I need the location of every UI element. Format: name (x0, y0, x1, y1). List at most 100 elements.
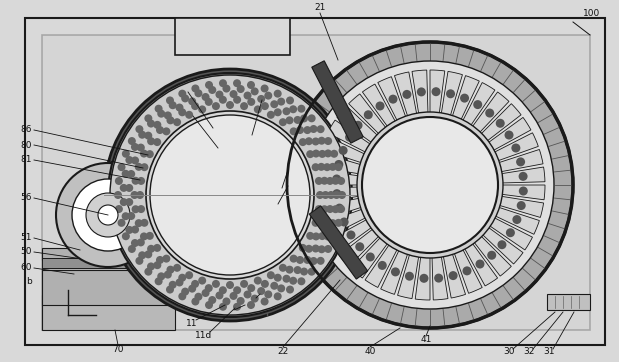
Circle shape (305, 137, 313, 145)
Circle shape (364, 110, 373, 119)
Circle shape (321, 191, 329, 199)
Circle shape (144, 268, 152, 276)
Circle shape (131, 239, 139, 247)
Circle shape (293, 116, 301, 124)
Wedge shape (490, 218, 532, 250)
Circle shape (310, 257, 318, 265)
Circle shape (240, 102, 248, 110)
Circle shape (498, 240, 506, 249)
Circle shape (324, 245, 332, 253)
Text: 22: 22 (277, 348, 288, 357)
Bar (152, 120, 168, 248)
Circle shape (222, 85, 230, 93)
Circle shape (240, 280, 248, 288)
Circle shape (285, 266, 293, 274)
Circle shape (222, 298, 230, 306)
Circle shape (167, 266, 175, 274)
Circle shape (274, 292, 282, 300)
Bar (42, 248, 275, 260)
Wedge shape (351, 237, 387, 278)
Circle shape (131, 156, 139, 164)
Circle shape (332, 189, 342, 198)
Circle shape (338, 191, 346, 199)
Polygon shape (310, 206, 368, 279)
Bar (547, 294, 590, 310)
Circle shape (156, 256, 164, 264)
Circle shape (282, 107, 290, 115)
Wedge shape (498, 150, 543, 172)
Circle shape (334, 160, 344, 169)
Circle shape (164, 270, 172, 279)
Circle shape (337, 177, 345, 185)
Circle shape (150, 115, 310, 275)
Circle shape (318, 137, 326, 145)
Circle shape (264, 92, 272, 100)
Circle shape (122, 212, 129, 220)
Circle shape (202, 93, 210, 101)
Circle shape (132, 177, 139, 185)
Circle shape (131, 191, 139, 199)
Wedge shape (322, 209, 366, 237)
Circle shape (178, 292, 186, 300)
Circle shape (212, 102, 220, 110)
Circle shape (347, 231, 355, 240)
Circle shape (128, 245, 136, 253)
Wedge shape (481, 104, 521, 141)
Circle shape (316, 125, 324, 133)
Wedge shape (397, 254, 418, 299)
Circle shape (140, 150, 148, 157)
Circle shape (114, 191, 122, 199)
Circle shape (296, 126, 304, 134)
Circle shape (254, 105, 262, 113)
Circle shape (261, 84, 269, 92)
Circle shape (137, 144, 145, 152)
Circle shape (226, 281, 234, 289)
Text: 41: 41 (420, 336, 431, 345)
Circle shape (157, 110, 165, 118)
Circle shape (345, 133, 354, 142)
Circle shape (306, 150, 314, 158)
Text: 81: 81 (20, 156, 32, 164)
Circle shape (366, 252, 374, 261)
Wedge shape (430, 70, 445, 114)
Circle shape (147, 262, 155, 270)
Circle shape (378, 261, 387, 270)
Circle shape (173, 118, 181, 126)
Circle shape (286, 286, 294, 294)
Circle shape (147, 119, 155, 127)
Text: 30: 30 (503, 348, 515, 357)
Circle shape (144, 114, 152, 122)
Wedge shape (321, 136, 365, 163)
Bar (42, 268, 275, 278)
Circle shape (264, 290, 272, 298)
Circle shape (128, 170, 135, 178)
Circle shape (154, 261, 162, 269)
Wedge shape (482, 227, 523, 264)
Circle shape (138, 131, 146, 139)
Circle shape (205, 81, 213, 89)
Circle shape (205, 301, 213, 309)
Circle shape (236, 297, 245, 305)
Circle shape (329, 163, 337, 171)
Circle shape (72, 179, 144, 251)
Circle shape (135, 163, 143, 171)
Wedge shape (394, 72, 417, 117)
Circle shape (146, 150, 154, 158)
Circle shape (306, 61, 554, 309)
Circle shape (318, 245, 326, 253)
Circle shape (178, 274, 186, 282)
Circle shape (355, 242, 364, 251)
Wedge shape (454, 249, 482, 293)
Wedge shape (474, 236, 511, 276)
Text: Y: Y (59, 292, 64, 302)
Circle shape (219, 96, 227, 104)
Circle shape (487, 251, 496, 260)
Circle shape (208, 296, 216, 304)
Wedge shape (499, 196, 543, 218)
Circle shape (513, 215, 521, 224)
Wedge shape (432, 256, 448, 300)
Text: 56: 56 (20, 194, 32, 202)
Circle shape (337, 205, 345, 213)
Wedge shape (378, 77, 406, 121)
Circle shape (215, 90, 223, 98)
